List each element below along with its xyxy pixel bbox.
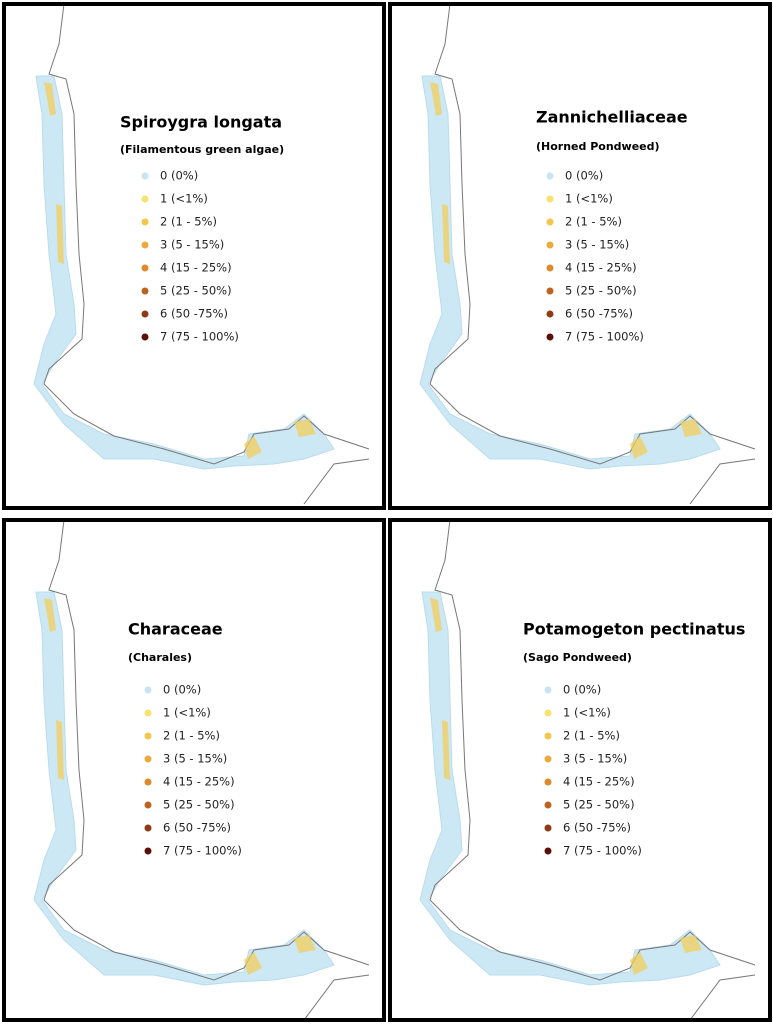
legend-swatch: [144, 686, 152, 694]
legend-swatch: [544, 824, 552, 832]
map-panel: Characeae (Charales) 0 (0%) 1 (<1%) 2 (1 - 5…: [2, 518, 386, 1022]
panel-title: Characeae: [128, 620, 223, 639]
legend-label: 0 (0%): [163, 683, 201, 697]
legend-swatch: [544, 732, 552, 740]
legend-label: 2 (1 - 5%): [163, 729, 220, 743]
panel-title: Spiroygra longata: [120, 113, 282, 132]
panel-border: [388, 2, 772, 510]
map-panel: Potamogeton pectinatus (Sago Pondweed) 0 (…: [388, 518, 772, 1022]
legend-label: 4 (15 - 25%): [563, 775, 635, 789]
legend-label: 7 (75 - 100%): [565, 330, 644, 344]
legend-label: 3 (5 - 15%): [163, 752, 227, 766]
legend-label: 2 (1 - 5%): [160, 215, 217, 229]
legend-label: 3 (5 - 15%): [563, 752, 627, 766]
panel-border: [2, 518, 386, 1022]
legend-label: 6 (50 -75%): [565, 307, 633, 321]
legend-swatch: [144, 824, 152, 832]
legend-swatch: [144, 801, 152, 809]
legend-label: 1 (<1%): [163, 706, 211, 720]
panel-title: Potamogeton pectinatus: [523, 620, 745, 639]
legend-label: 3 (5 - 15%): [565, 238, 629, 252]
legend-label: 6 (50 -75%): [163, 821, 231, 835]
legend-swatch: [141, 264, 149, 272]
legend-swatch: [546, 264, 554, 272]
panel-subtitle: (Horned Pondweed): [536, 140, 660, 153]
legend-swatch: [141, 287, 149, 295]
legend-swatch: [144, 732, 152, 740]
legend-label: 0 (0%): [160, 169, 198, 183]
legend-label: 4 (15 - 25%): [160, 261, 232, 275]
legend-label: 0 (0%): [563, 683, 601, 697]
legend-swatch: [546, 333, 554, 341]
panel-subtitle: (Charales): [128, 651, 192, 664]
legend-swatch: [546, 172, 554, 180]
legend-label: 3 (5 - 15%): [160, 238, 224, 252]
legend-label: 1 (<1%): [160, 192, 208, 206]
legend-swatch: [144, 778, 152, 786]
legend-swatch: [544, 709, 552, 717]
legend-label: 2 (1 - 5%): [565, 215, 622, 229]
legend-swatch: [546, 287, 554, 295]
legend-swatch: [544, 755, 552, 763]
map-panel: Spiroygra longata (Filamentous green alga…: [2, 2, 386, 510]
legend-swatch: [144, 847, 152, 855]
legend-label: 0 (0%): [565, 169, 603, 183]
legend-label: 4 (15 - 25%): [565, 261, 637, 275]
legend-label: 7 (75 - 100%): [160, 330, 239, 344]
legend-label: 6 (50 -75%): [563, 821, 631, 835]
legend-swatch: [141, 333, 149, 341]
legend-swatch: [546, 218, 554, 226]
legend-label: 5 (25 - 50%): [160, 284, 232, 298]
legend-swatch: [141, 310, 149, 318]
panel-subtitle: (Sago Pondweed): [523, 651, 632, 664]
legend-swatch: [144, 709, 152, 717]
panel-border: [388, 518, 772, 1022]
legend-label: 2 (1 - 5%): [563, 729, 620, 743]
legend-label: 4 (15 - 25%): [163, 775, 235, 789]
panel-title: Zannichelliaceae: [536, 108, 688, 127]
legend-label: 5 (25 - 50%): [565, 284, 637, 298]
legend-swatch: [544, 847, 552, 855]
legend-swatch: [546, 310, 554, 318]
legend-label: 1 (<1%): [563, 706, 611, 720]
legend-swatch: [544, 686, 552, 694]
legend-swatch: [141, 241, 149, 249]
map-panel: Zannichelliaceae (Horned Pondweed) 0 (0%) 1…: [388, 2, 772, 510]
legend-label: 5 (25 - 50%): [163, 798, 235, 812]
legend-swatch: [546, 195, 554, 203]
legend-label: 7 (75 - 100%): [563, 844, 642, 858]
legend-label: 6 (50 -75%): [160, 307, 228, 321]
panel-border: [2, 2, 386, 510]
legend-swatch: [546, 241, 554, 249]
legend-swatch: [141, 172, 149, 180]
legend-label: 5 (25 - 50%): [563, 798, 635, 812]
legend-label: 1 (<1%): [565, 192, 613, 206]
legend-swatch: [141, 218, 149, 226]
legend-swatch: [544, 778, 552, 786]
panel-subtitle: (Filamentous green algae): [120, 143, 284, 156]
legend-swatch: [144, 755, 152, 763]
legend-label: 7 (75 - 100%): [163, 844, 242, 858]
legend-swatch: [544, 801, 552, 809]
legend-swatch: [141, 195, 149, 203]
